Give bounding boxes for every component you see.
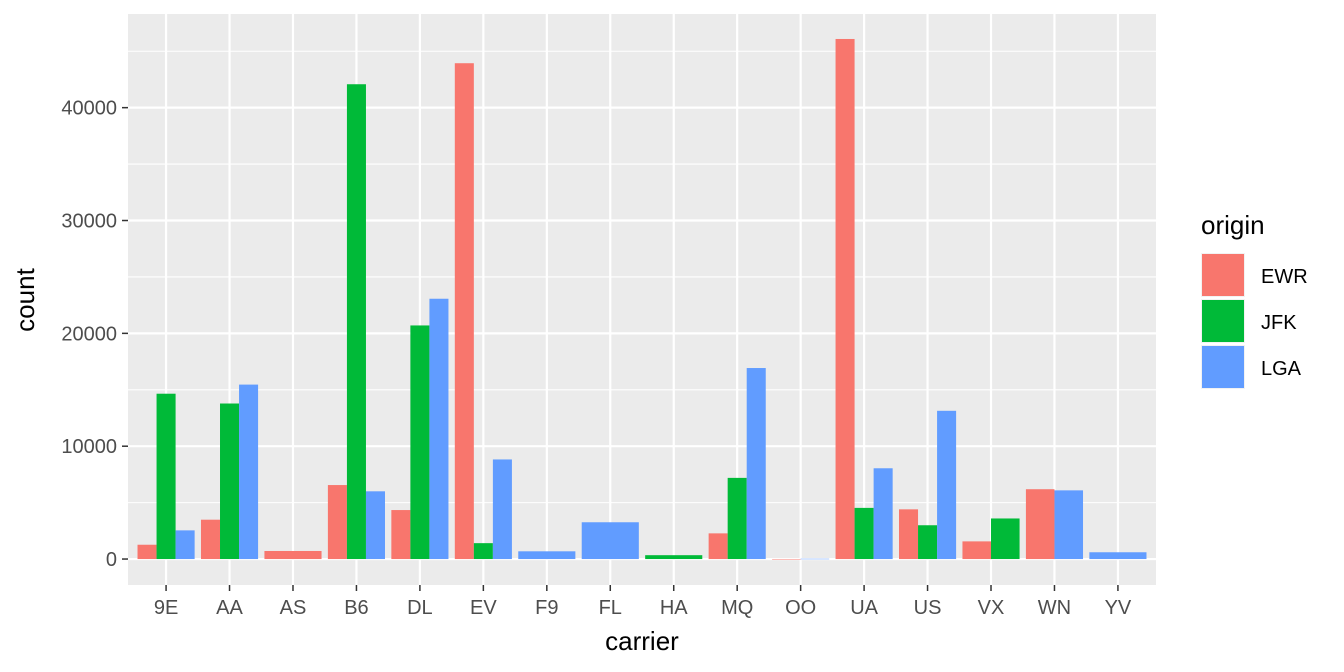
bar-VX-EWR	[962, 541, 992, 560]
y-tick-label: 20000	[61, 323, 117, 345]
bar-WN-EWR	[1025, 489, 1055, 560]
bar-HA-JFK	[645, 555, 703, 560]
bar-EV-JFK	[473, 543, 493, 560]
bar-US-JFK	[918, 525, 938, 560]
legend-label-JFK: JFK	[1261, 312, 1297, 334]
bar-AS-EWR	[264, 550, 322, 560]
x-tick-label: 9E	[154, 597, 178, 619]
x-tick-label: OO	[785, 597, 816, 619]
bar-OO-EWR	[772, 558, 801, 560]
bar-AA-EWR	[200, 519, 221, 560]
bar-YV-LGA	[1089, 552, 1147, 560]
bar-MQ-JFK	[727, 477, 747, 560]
x-tick-label: AA	[216, 597, 243, 619]
y-tick-label: 10000	[61, 436, 117, 458]
plot-panel	[128, 14, 1156, 585]
legend-label-LGA: LGA	[1261, 358, 1302, 380]
y-axis-title: count	[10, 267, 40, 331]
x-tick-label: US	[914, 597, 942, 619]
x-tick-label: DL	[407, 597, 433, 619]
bar-VX-JFK	[991, 518, 1020, 560]
bar-9E-EWR	[137, 544, 157, 560]
bar-OO-LGA	[800, 558, 830, 560]
bar-UA-LGA	[873, 468, 893, 560]
legend-key-EWR	[1202, 254, 1244, 296]
bar-EV-EWR	[454, 63, 474, 560]
legend-key-LGA	[1202, 346, 1244, 388]
bar-US-EWR	[899, 509, 919, 560]
bar-9E-JFK	[156, 393, 176, 560]
x-tick-label: MQ	[721, 597, 753, 619]
x-tick-label: HA	[660, 597, 688, 619]
bar-US-LGA	[937, 410, 957, 560]
x-tick-label: F9	[535, 597, 558, 619]
legend: origin EWR JFK LGA	[1201, 210, 1308, 389]
x-axis: 9E AA AS B6 DL EV F9 FL HA MQ OO UA US VX WN YV	[154, 585, 1132, 619]
y-tick-label: 0	[106, 549, 117, 571]
bar-B6-EWR	[327, 485, 347, 560]
bar-FL-LGA	[581, 522, 639, 560]
x-tick-label: WN	[1038, 597, 1071, 619]
bar-9E-LGA	[175, 530, 195, 560]
grid-minor	[128, 50, 1156, 504]
bar-DL-LGA	[429, 298, 449, 560]
bar-EV-LGA	[492, 459, 512, 560]
bar-MQ-EWR	[708, 533, 728, 560]
x-tick-label: UA	[850, 597, 878, 619]
bar-F9-LGA	[518, 551, 576, 560]
bar-AA-LGA	[239, 384, 259, 560]
y-tick-label: 30000	[61, 211, 117, 233]
x-tick-label: EV	[470, 597, 497, 619]
x-axis-title: carrier	[605, 626, 679, 656]
x-tick-label: VX	[978, 597, 1005, 619]
x-tick-label: AS	[280, 597, 307, 619]
x-tick-label: B6	[344, 597, 368, 619]
y-axis: 0 10000 20000 30000 40000	[61, 98, 128, 571]
legend-title: origin	[1201, 210, 1265, 240]
legend-key-JFK	[1202, 300, 1244, 342]
bar-AA-JFK	[220, 403, 240, 560]
y-tick-label: 40000	[61, 98, 117, 120]
bar-MQ-LGA	[746, 368, 766, 560]
legend-label-EWR: EWR	[1261, 266, 1308, 288]
bar-UA-EWR	[835, 38, 855, 560]
bar-B6-JFK	[346, 84, 366, 560]
bar-B6-LGA	[365, 491, 385, 560]
bar-WN-LGA	[1054, 490, 1084, 560]
bar-DL-EWR	[391, 510, 411, 560]
bar-UA-JFK	[854, 507, 874, 560]
bars	[137, 38, 1147, 560]
bar-DL-JFK	[410, 325, 430, 560]
x-tick-label: YV	[1105, 597, 1132, 619]
x-tick-label: FL	[599, 597, 622, 619]
